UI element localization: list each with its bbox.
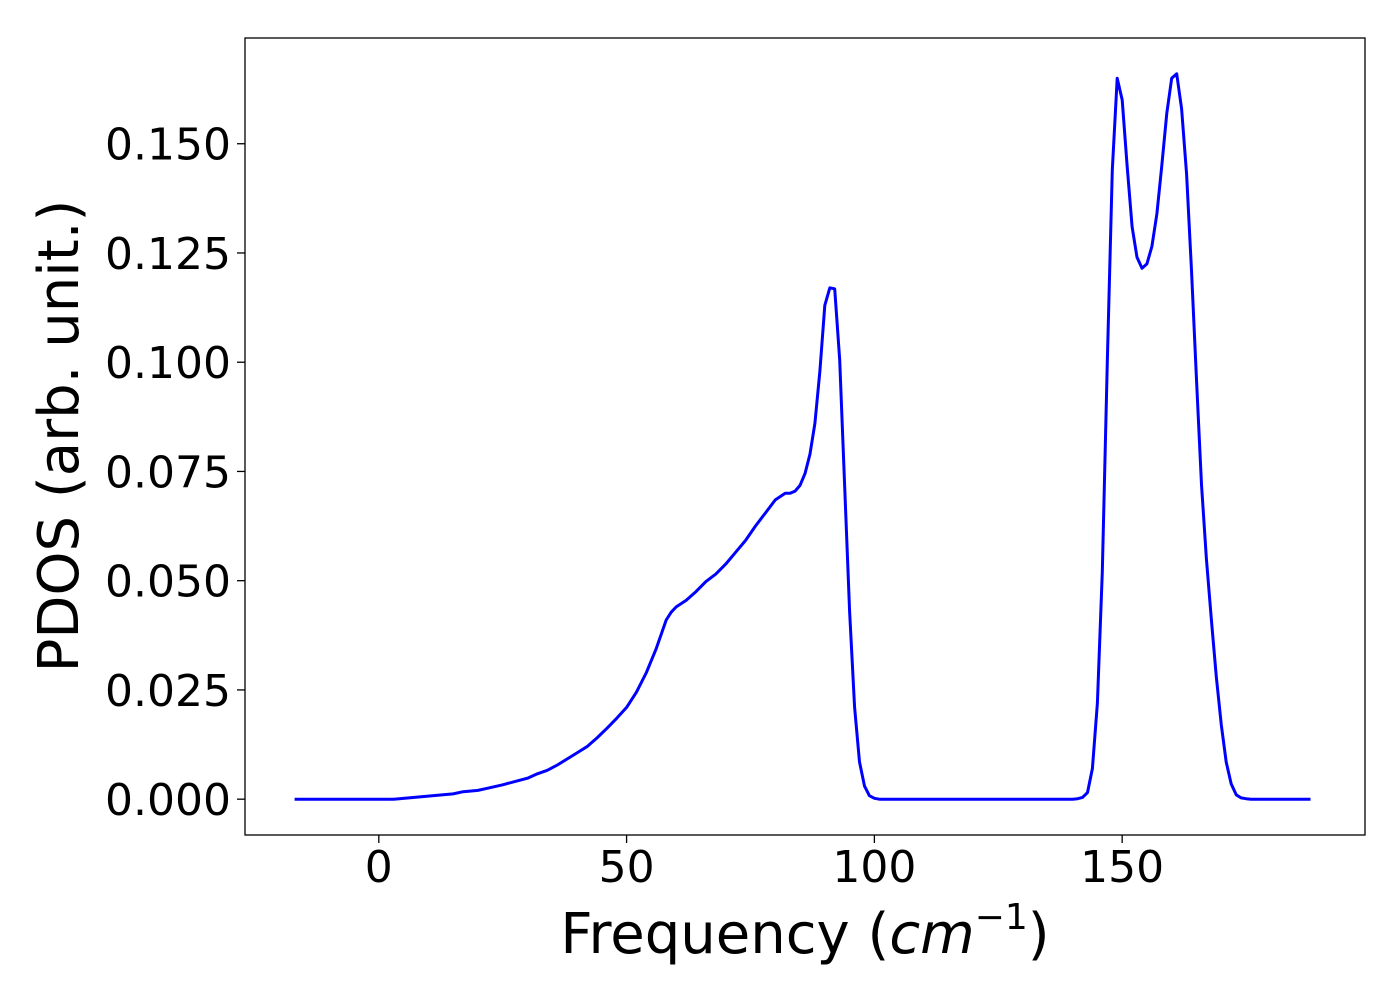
series-line-pdos — [294, 72, 1311, 801]
y-tick-label: 0.000 — [105, 775, 231, 826]
x-axis-label-text: Frequency ( — [560, 902, 889, 967]
y-axis-label: PDOS (arb. unit.) — [27, 200, 92, 673]
x-axis-label: Frequency (cm−1) — [560, 897, 1049, 967]
y-tick-label: 0.075 — [105, 447, 231, 498]
plot-area — [245, 38, 1365, 835]
x-tick-label: 50 — [599, 842, 655, 893]
x-tick-label: 0 — [365, 842, 393, 893]
x-axis-label-unit: cm — [889, 902, 974, 967]
y-tick-label: 0.100 — [105, 338, 231, 389]
x-axis-ticks: 0 50 100 150 — [365, 835, 1164, 893]
x-axis-label-exponent: −1 — [975, 897, 1028, 938]
x-tick-label: 100 — [832, 842, 916, 893]
x-tick-label: 150 — [1080, 842, 1164, 893]
y-tick-label: 0.125 — [105, 229, 231, 280]
x-axis-label-close: ) — [1028, 902, 1050, 967]
y-tick-label: 0.050 — [105, 557, 231, 608]
plot-frame — [244, 37, 1366, 836]
y-tick-label: 0.150 — [105, 120, 231, 171]
y-tick-label: 0.025 — [105, 666, 231, 717]
y-axis-ticks: 0.000 0.025 0.050 0.075 0.100 0.125 0.150 — [105, 120, 245, 826]
